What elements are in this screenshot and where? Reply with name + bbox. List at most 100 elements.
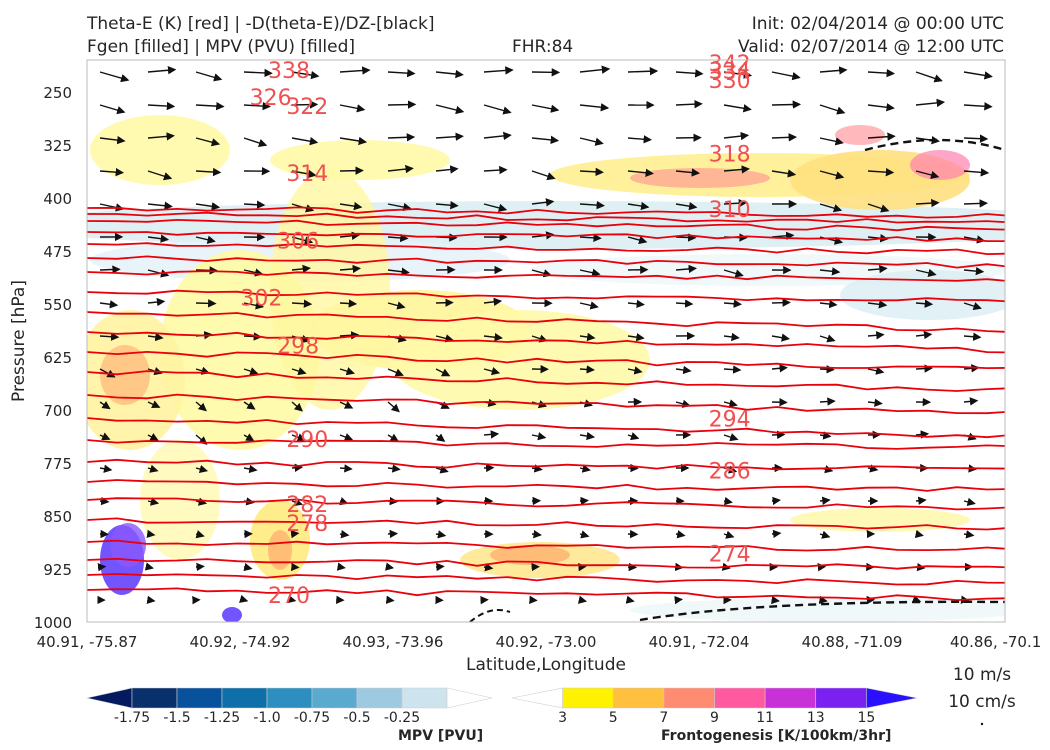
- wind-vector: [435, 465, 449, 474]
- fgen-colorbar-tick: 13: [807, 710, 825, 726]
- wind-vector: [339, 530, 350, 539]
- mpv-colorbar-swatch: [311, 687, 358, 709]
- x-tick-label: 40.88, -71.09: [802, 633, 903, 651]
- wind-vector: [531, 432, 547, 441]
- wind-vector: [771, 231, 795, 240]
- wind-vector: [483, 165, 508, 175]
- wind-vector: [99, 71, 130, 83]
- wind-vector: [387, 202, 412, 212]
- wind-vector: [723, 332, 740, 342]
- filled-region: [835, 125, 885, 145]
- wind-vector: [579, 464, 591, 473]
- wind-vector: [675, 202, 698, 211]
- wind-vector: [963, 199, 988, 208]
- wind-vector: [99, 401, 111, 410]
- wind-vector: [867, 464, 879, 473]
- theta-e-line: [87, 242, 1005, 256]
- wind-vector: [339, 331, 360, 340]
- wind-vector: [675, 99, 703, 109]
- wind-vector: [291, 100, 319, 109]
- wind-vector: [579, 137, 604, 146]
- wind-vector: [195, 401, 207, 412]
- wind-vector: [867, 366, 885, 375]
- theta-e-label: 338: [268, 59, 310, 84]
- theta-e-label: 322: [286, 95, 328, 120]
- wind-vector: [723, 104, 752, 113]
- wind-vector: [531, 198, 555, 207]
- wind-vector: [387, 164, 414, 174]
- wind-vector: [146, 529, 156, 539]
- filled-region: [840, 270, 1005, 320]
- wind-vector: [915, 198, 940, 208]
- x-tick-label: 40.91, -72.04: [649, 633, 750, 651]
- wind-vector: [147, 433, 159, 441]
- theta-e-line: [87, 458, 1005, 471]
- wind-vector: [579, 332, 596, 342]
- wind-vector: [867, 331, 885, 340]
- theta-e-line: [87, 517, 1005, 531]
- stability-contours: [469, 138, 1005, 622]
- wind-vector: [99, 464, 113, 473]
- wind-vector: [867, 167, 895, 177]
- wind-vector: [627, 432, 640, 441]
- wind-vector: [387, 233, 409, 243]
- wind-vector: [675, 365, 692, 375]
- wind-vector: [675, 233, 697, 242]
- wind-vector: [867, 68, 895, 78]
- wind-vector: [435, 298, 454, 307]
- wind-vector: [627, 201, 650, 211]
- theta-e-line: [87, 417, 1005, 439]
- fgen-colorbar-swatch: [714, 687, 766, 709]
- wind-vector: [531, 530, 542, 539]
- theta-e-line: [87, 255, 1005, 269]
- wind-vector: [915, 430, 930, 439]
- wind-vector: [675, 69, 704, 78]
- wind-vector: [531, 170, 556, 181]
- wind-vector: [915, 98, 946, 108]
- y-tick-label: 400: [43, 190, 72, 208]
- theta-e-label: 274: [709, 542, 751, 567]
- wind-vector: [627, 235, 648, 245]
- wind-vector: [819, 334, 836, 343]
- wind-vector: [771, 133, 798, 142]
- wind-vector: [627, 168, 654, 177]
- valid-time: Valid: 02/07/2014 @ 12:00 UTC: [738, 37, 1004, 57]
- frontogenesis-colorbar: 3 5 7 9 11 13 15: [511, 687, 918, 726]
- wind-vector: [723, 299, 743, 308]
- wind-vector: [291, 498, 303, 506]
- wind-vector: [435, 104, 465, 115]
- wind-vector: [144, 562, 154, 571]
- wind-vector: [243, 464, 258, 474]
- wind-vector: [963, 302, 982, 311]
- wind-vector: [867, 398, 883, 407]
- wind-vector: [675, 264, 697, 274]
- theta-e-line: [87, 289, 1005, 303]
- wind-vector: [435, 530, 447, 539]
- wind-vector: [723, 399, 738, 408]
- wind-vector: [99, 167, 125, 177]
- wind-vector: [723, 433, 739, 442]
- wind-vector: [723, 269, 744, 278]
- wind-vector: [579, 365, 595, 374]
- wind-vector: [819, 397, 836, 406]
- wind-vector: [435, 201, 459, 210]
- wind-vector: [387, 401, 400, 413]
- title-left-line1: Theta-E (K) [red] | -D(theta-E)/DZ-[blac…: [87, 14, 435, 34]
- wind-vector: [435, 334, 454, 343]
- y-tick-label: 550: [43, 296, 72, 314]
- reference-vector-arrow: [980, 722, 984, 726]
- fgen-colorbar-swatch: [562, 687, 614, 709]
- wind-vector: [243, 367, 259, 376]
- wind-vector: [387, 301, 406, 310]
- theta-e-line: [87, 479, 1005, 492]
- wind-vector: [147, 332, 164, 342]
- wind-vector: [435, 69, 464, 79]
- wind-vector: [243, 101, 271, 111]
- dashed-contour: [469, 609, 511, 622]
- wind-vector: [291, 137, 319, 146]
- mpv-colorbar-tick: -0.5: [343, 710, 370, 726]
- wind-vector: [290, 529, 300, 539]
- theta-e-label: 298: [277, 335, 319, 360]
- wind-vector: [625, 595, 635, 604]
